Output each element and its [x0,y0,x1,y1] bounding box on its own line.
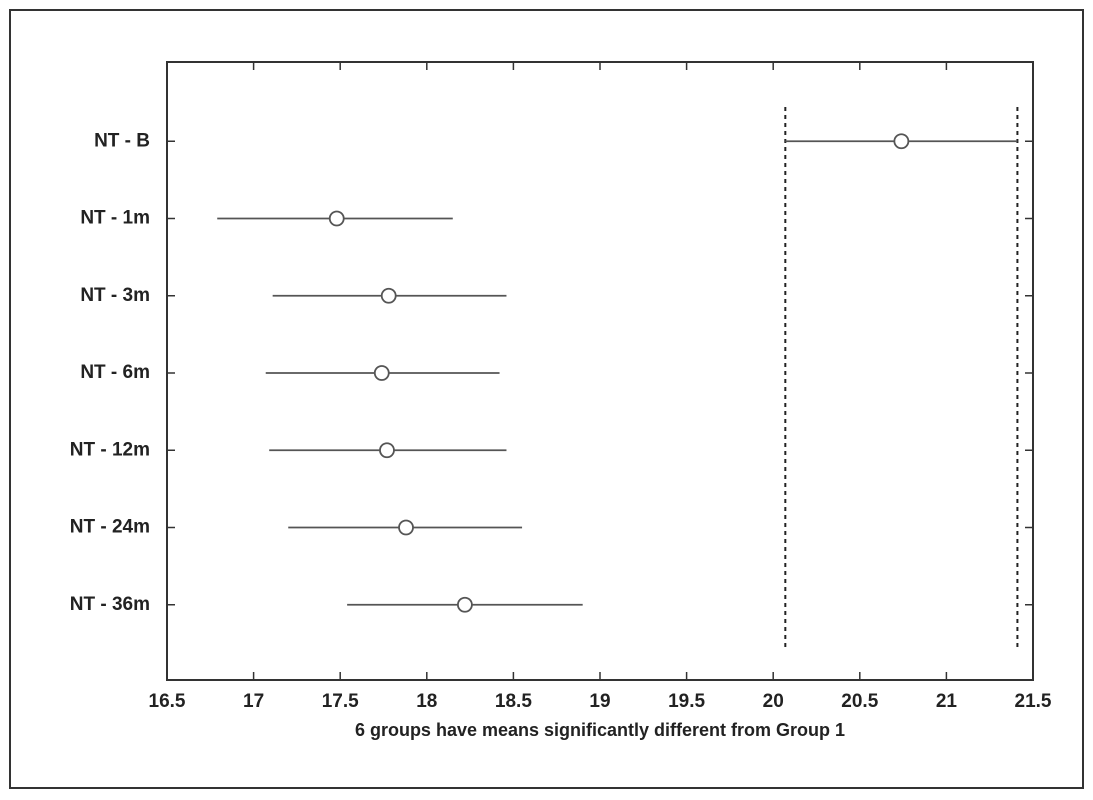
x-tick-label: 20 [763,691,784,712]
mean-marker [398,519,414,536]
x-tick-label: 18.5 [495,691,532,712]
mean-marker [373,365,390,381]
mean-marker [893,133,910,150]
x-tick-label: 21.5 [1015,691,1052,712]
mean-marker [379,442,395,459]
x-axis-label: 6 groups have means significantly differ… [355,720,845,740]
x-tick-label: 19 [589,691,610,712]
y-tick-label: NT - 6m [80,362,150,383]
y-tick-label: NT - 36m [70,594,150,615]
x-tick-label: 18 [416,691,437,712]
y-tick-label: NT - 3m [80,285,150,306]
frame [9,9,1084,789]
y-tick-label: NT - B [94,130,150,151]
x-tick-label: 20.5 [841,691,878,712]
x-tick-label: 16.5 [149,691,186,712]
x-tick-label: 17.5 [322,691,359,712]
mean-marker [328,210,345,227]
y-tick-label: NT - 24m [70,517,150,538]
x-tick-label: 17 [243,691,264,712]
mean-marker [457,596,473,613]
x-tick-label: 19.5 [668,691,705,712]
y-tick-label: NT - 12m [70,439,150,460]
y-tick-label: NT - 1m [80,208,150,229]
mean-marker [380,287,397,304]
x-tick-label: 21 [936,691,958,712]
